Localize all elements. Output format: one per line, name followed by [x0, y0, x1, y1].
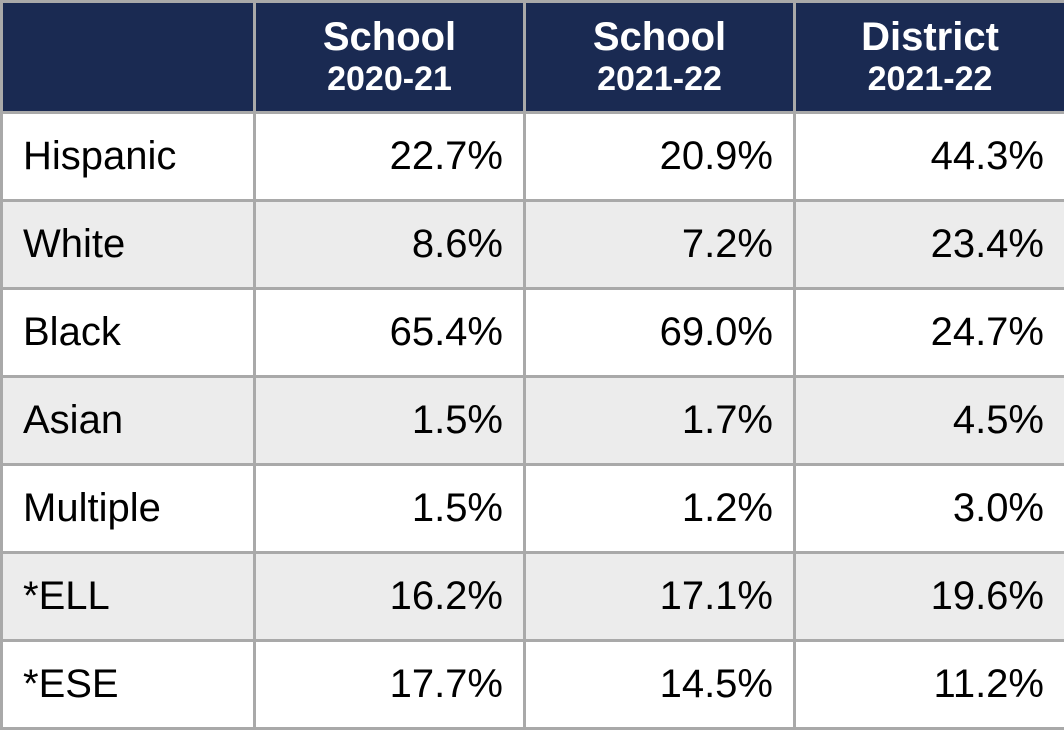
row-value: 4.5%: [795, 377, 1064, 465]
row-label: White: [2, 201, 255, 289]
row-value: 44.3%: [795, 113, 1064, 201]
table-header-row: School 2020-21 School 2021-22 District 2…: [2, 2, 1064, 113]
header-main: School: [276, 15, 503, 60]
row-value: 24.7%: [795, 289, 1064, 377]
table-row: *ESE 17.7% 14.5% 11.2%: [2, 641, 1064, 729]
table-row: Black 65.4% 69.0% 24.7%: [2, 289, 1064, 377]
row-value: 16.2%: [255, 553, 525, 641]
row-label: *ESE: [2, 641, 255, 729]
row-value: 11.2%: [795, 641, 1064, 729]
row-value: 1.2%: [525, 465, 795, 553]
header-school-2020-21: School 2020-21: [255, 2, 525, 113]
row-value: 65.4%: [255, 289, 525, 377]
header-sub: 2021-22: [816, 60, 1044, 99]
header-main: School: [546, 15, 773, 60]
row-label: Multiple: [2, 465, 255, 553]
row-value: 69.0%: [525, 289, 795, 377]
row-value: 1.7%: [525, 377, 795, 465]
row-value: 8.6%: [255, 201, 525, 289]
row-value: 20.9%: [525, 113, 795, 201]
row-value: 1.5%: [255, 465, 525, 553]
row-value: 7.2%: [525, 201, 795, 289]
header-district-2021-22: District 2021-22: [795, 2, 1064, 113]
row-value: 17.7%: [255, 641, 525, 729]
row-label: *ELL: [2, 553, 255, 641]
header-sub: 2020-21: [276, 60, 503, 99]
demographics-table: School 2020-21 School 2021-22 District 2…: [0, 0, 1064, 730]
table-row: White 8.6% 7.2% 23.4%: [2, 201, 1064, 289]
table-row: Multiple 1.5% 1.2% 3.0%: [2, 465, 1064, 553]
header-blank: [2, 2, 255, 113]
row-label: Hispanic: [2, 113, 255, 201]
row-value: 14.5%: [525, 641, 795, 729]
row-value: 1.5%: [255, 377, 525, 465]
row-value: 3.0%: [795, 465, 1064, 553]
header-sub: 2021-22: [546, 60, 773, 99]
table-row: Hispanic 22.7% 20.9% 44.3%: [2, 113, 1064, 201]
header-main: District: [816, 15, 1044, 60]
row-value: 19.6%: [795, 553, 1064, 641]
row-value: 23.4%: [795, 201, 1064, 289]
row-value: 17.1%: [525, 553, 795, 641]
row-label: Asian: [2, 377, 255, 465]
header-school-2021-22: School 2021-22: [525, 2, 795, 113]
row-label: Black: [2, 289, 255, 377]
table-row: *ELL 16.2% 17.1% 19.6%: [2, 553, 1064, 641]
table-row: Asian 1.5% 1.7% 4.5%: [2, 377, 1064, 465]
row-value: 22.7%: [255, 113, 525, 201]
